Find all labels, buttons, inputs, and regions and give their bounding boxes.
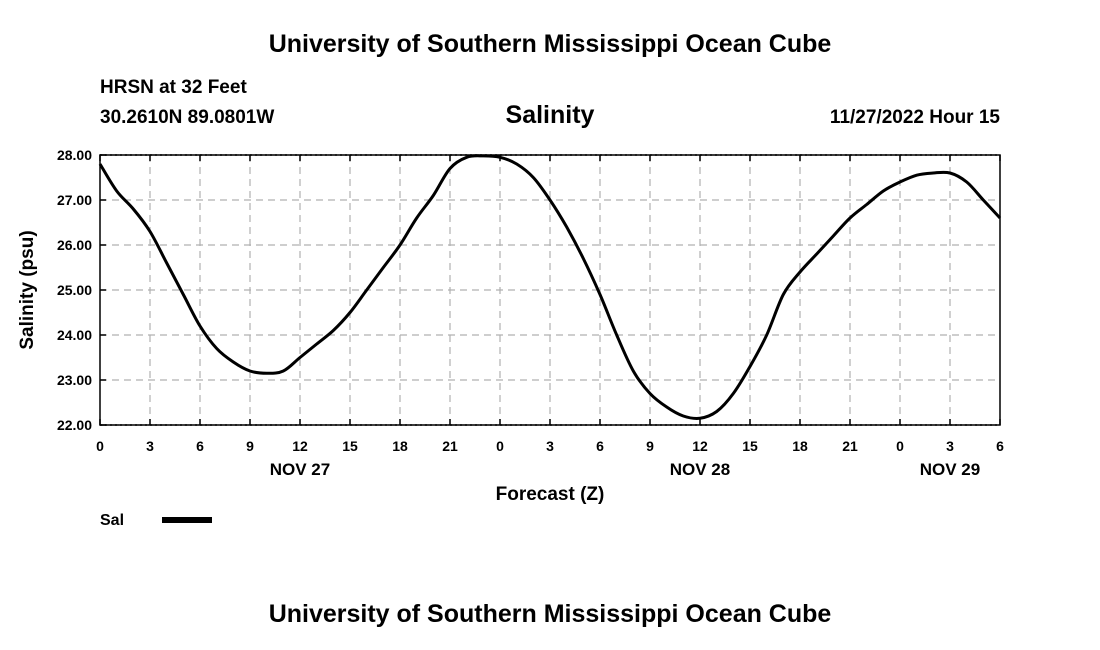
- salinity-chart: 22.00 23.00 24.00 25.00 26.00 27.00 28.00 0 3 6 9 1…: [17, 147, 1004, 529]
- x-tick-label: 18: [392, 438, 408, 454]
- y-tick-label: 24.00: [57, 327, 92, 343]
- y-tick-label: 26.00: [57, 237, 92, 253]
- legend-label: Sal: [100, 512, 124, 529]
- x-axis-label: Forecast (Z): [496, 484, 605, 505]
- y-axis-label: Salinity (psu): [17, 230, 38, 349]
- x-tick-label: 0: [496, 438, 504, 454]
- x-tick-label: 9: [246, 438, 254, 454]
- x-tick-label: 21: [842, 438, 858, 454]
- x-tick-label: 15: [342, 438, 358, 454]
- salinity-series-line: [98, 154, 1002, 421]
- grid-lines: [100, 154, 1000, 426]
- x-tick-label: 0: [96, 438, 104, 454]
- axes: 22.00 23.00 24.00 25.00 26.00 27.00 28.00 0 3 6 9 1…: [57, 147, 1004, 479]
- x-tick-label: 21: [442, 438, 458, 454]
- day-label: NOV 27: [270, 460, 330, 479]
- x-tick-label: 9: [646, 438, 654, 454]
- x-tick-label: 12: [292, 438, 308, 454]
- x-tick-label: 6: [196, 438, 204, 454]
- bottom-title: University of Southern Mississippi Ocean…: [268, 600, 832, 628]
- x-tick-label: 3: [146, 438, 154, 454]
- y-tick-label: 22.00: [57, 417, 92, 433]
- x-tick-label: 6: [996, 438, 1004, 454]
- x-tick-label: 12: [692, 438, 708, 454]
- y-tick-label: 25.00: [57, 282, 92, 298]
- x-tick-label: 3: [946, 438, 954, 454]
- x-tick-label: 0: [896, 438, 904, 454]
- top-title: University of Southern Mississippi Ocean…: [268, 30, 832, 58]
- day-label: NOV 29: [920, 460, 980, 479]
- y-tick-label: 23.00: [57, 372, 92, 388]
- y-tick-label: 27.00: [57, 192, 92, 208]
- day-label: NOV 28: [670, 460, 730, 479]
- forecast-timestamp: 11/27/2022 Hour 15: [829, 107, 1000, 128]
- y-tick-label: 28.00: [57, 147, 92, 163]
- x-tick-label: 3: [546, 438, 554, 454]
- x-tick-label: 6: [596, 438, 604, 454]
- chart-title: Salinity: [505, 101, 595, 129]
- station-coordinates: 30.2610N 89.0801W: [100, 107, 275, 128]
- x-tick-label: 15: [742, 438, 758, 454]
- x-tick-label: 18: [792, 438, 808, 454]
- station-label: HRSN at 32 Feet: [100, 77, 247, 98]
